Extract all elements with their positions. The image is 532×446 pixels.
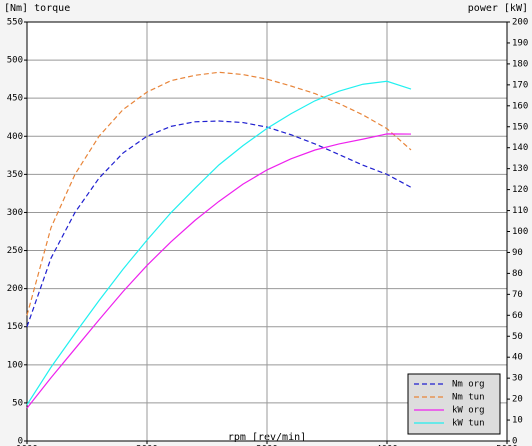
y2-tick-label: 0 (512, 437, 517, 446)
y-tick-label: 150 (7, 322, 23, 332)
y2-tick-label: 50 (512, 332, 523, 342)
x-tick-label: 3000 (256, 445, 278, 446)
series-line (26, 120, 412, 327)
y2-tick-label: 150 (512, 122, 528, 132)
y2-tick-label: 130 (512, 164, 528, 174)
y-tick-label: 550 (7, 18, 23, 28)
y2-tick-label: 60 (512, 311, 523, 321)
y-tick-label: 450 (7, 94, 23, 104)
x-tick-label: 5000 (496, 445, 518, 446)
y2-tick-label: 110 (512, 206, 528, 216)
x-tick-label: 2000 (136, 445, 158, 446)
y-tick-label: 50 (12, 398, 23, 408)
legend: Nm org Nm tun kW org kW tun (407, 373, 501, 435)
y2-tick-label: 190 (512, 38, 528, 48)
y-tick-label: 300 (7, 208, 23, 218)
x-tick-label: 1000 (16, 445, 38, 446)
y-tick-label: 400 (7, 132, 23, 142)
y-tick-label: 350 (7, 170, 23, 180)
legend-label: kW tun (452, 419, 485, 429)
y2-tick-label: 30 (512, 374, 523, 384)
y2-tick-label: 180 (512, 59, 528, 69)
y2-tick-label: 170 (512, 80, 528, 90)
y-tick-label: 500 (7, 56, 23, 66)
y2-tick-label: 140 (512, 143, 528, 153)
y2-tick-label: 80 (512, 269, 523, 279)
y2-tick-label: 90 (512, 248, 523, 258)
legend-label: Nm org (452, 380, 485, 390)
legend-label: Nm tun (452, 393, 485, 403)
series-line (26, 133, 412, 409)
y-axis-title: [Nm] torque (4, 3, 70, 14)
legend-label: kW org (452, 406, 485, 416)
y-tick-label: 100 (7, 360, 23, 370)
y2-tick-label: 20 (512, 395, 523, 405)
series-line (26, 71, 412, 316)
series-line (26, 80, 412, 406)
y-tick-label: 0 (18, 437, 23, 446)
x-tick-label: 4000 (376, 445, 398, 446)
y2-tick-label: 160 (512, 101, 528, 111)
y2-tick-label: 120 (512, 185, 528, 195)
y-tick-label: 250 (7, 246, 23, 256)
y2-tick-label: 100 (512, 227, 528, 237)
plot-frame (26, 21, 508, 442)
y2-tick-label: 70 (512, 290, 523, 300)
y2-tick-label: 10 (512, 416, 523, 426)
y2-tick-label: 200 (512, 18, 528, 28)
y2-tick-label: 40 (512, 353, 523, 363)
y-tick-label: 200 (7, 284, 23, 294)
y2-axis-title: power [kW] (468, 3, 528, 14)
